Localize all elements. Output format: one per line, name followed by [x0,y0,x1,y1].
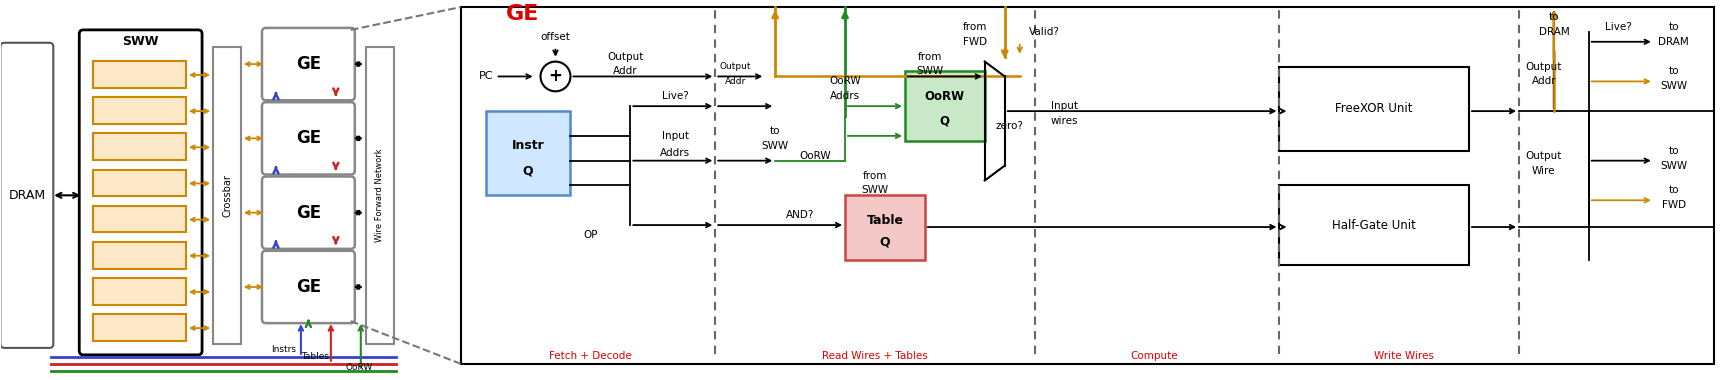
Text: Table: Table [867,214,903,226]
Text: OoRW: OoRW [800,151,831,161]
Text: GE: GE [296,204,322,222]
Text: to: to [1668,22,1679,32]
Bar [93,169,186,196]
Text: Q: Q [523,164,533,177]
Text: Valid?: Valid? [1029,27,1060,37]
Text: Crossbar: Crossbar [222,174,232,217]
Bar [1280,66,1469,151]
Text: Tables: Tables [301,352,329,361]
Text: Output: Output [1526,62,1562,71]
Text: from: from [863,171,888,180]
Text: DRAM: DRAM [1658,37,1689,47]
Text: Instr: Instr [511,139,545,152]
Bar [93,314,186,341]
FancyBboxPatch shape [261,28,354,100]
Text: SWW: SWW [862,185,889,195]
Text: Wire Forward Network: Wire Forward Network [375,149,384,242]
Text: GE: GE [296,129,322,147]
Text: Output: Output [1526,151,1562,161]
Text: FWD: FWD [1662,200,1686,210]
Text: Compute: Compute [1130,351,1178,361]
Text: to: to [1548,12,1558,22]
Text: Addr: Addr [1531,76,1557,86]
Text: Read Wires + Tables: Read Wires + Tables [822,351,927,361]
Text: offset: offset [540,32,571,42]
Bar [93,242,186,269]
Text: DRAM: DRAM [9,189,45,202]
Text: to: to [1668,146,1679,156]
Text: from: from [918,52,943,62]
Text: GE: GE [506,4,538,24]
Bar [93,278,186,305]
Text: Output: Output [607,52,643,62]
Bar [93,133,186,160]
Text: zero?: zero? [996,121,1023,131]
Text: to: to [1668,185,1679,195]
Text: GE: GE [296,55,322,73]
FancyBboxPatch shape [261,251,354,323]
Text: +: + [549,68,562,86]
Text: SWW: SWW [1660,161,1687,171]
Text: Q: Q [879,235,891,249]
Text: Addr: Addr [724,77,746,86]
Text: Live?: Live? [1605,22,1632,32]
Text: OoRW: OoRW [829,76,860,86]
FancyBboxPatch shape [79,30,201,355]
Text: PC: PC [478,71,494,81]
Text: FreeXOR Unit: FreeXOR Unit [1335,102,1412,115]
Text: Q: Q [939,114,949,128]
Text: Half-Gate Unit: Half-Gate Unit [1333,218,1416,231]
Text: DRAM: DRAM [1538,27,1569,37]
Text: FWD: FWD [963,37,987,47]
Bar [1280,185,1469,265]
Text: AND?: AND? [786,210,814,220]
Bar [213,47,241,344]
Text: SWW: SWW [762,141,789,151]
Text: to: to [1668,66,1679,76]
Bar [366,47,394,344]
Bar [905,71,986,141]
Bar [485,111,571,195]
Text: Fetch + Decode: Fetch + Decode [549,351,631,361]
Text: OP: OP [583,230,597,240]
Text: GE: GE [296,278,322,296]
Text: Addrs: Addrs [660,148,690,158]
Text: Write Wires: Write Wires [1374,351,1434,361]
Bar [845,195,925,260]
Bar [461,7,1713,364]
Text: to: to [771,126,781,136]
Text: Addr: Addr [612,66,638,76]
FancyBboxPatch shape [0,43,53,348]
Text: OoRW: OoRW [346,363,373,372]
Text: Live?: Live? [662,91,688,101]
Text: Output: Output [719,62,752,71]
Text: from: from [963,22,987,32]
Text: OoRW: OoRW [925,90,965,103]
Text: SWW: SWW [1660,81,1687,91]
Text: SWW: SWW [917,66,944,76]
Text: Input: Input [1051,101,1078,111]
Text: SWW: SWW [122,35,158,48]
Bar [93,97,186,124]
FancyBboxPatch shape [261,102,354,174]
FancyBboxPatch shape [261,177,354,249]
Bar [93,61,186,88]
Bar [93,206,186,233]
Text: Input: Input [662,131,688,141]
Text: wires: wires [1051,116,1078,126]
Text: Addrs: Addrs [831,91,860,101]
Text: Wire: Wire [1533,166,1555,176]
Text: Instrs: Instrs [272,345,296,355]
